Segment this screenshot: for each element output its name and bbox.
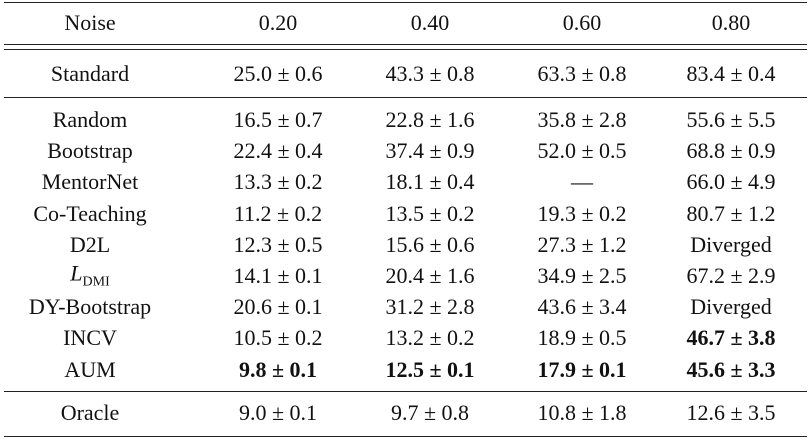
cell: Diverged xyxy=(690,231,772,257)
cell: 9.7 ± 0.8 xyxy=(390,400,470,425)
cell: 9.0 ± 0.1 xyxy=(238,400,318,425)
cell: 68.8 ± 0.9 xyxy=(686,138,776,164)
cell: 43.6 ± 3.4 xyxy=(537,294,627,320)
rule xyxy=(4,436,807,437)
cell: 16.5 ± 0.7 xyxy=(233,107,323,132)
rule xyxy=(4,391,807,392)
cell: 25.0 ± 0.6 xyxy=(233,61,323,86)
cell: 20.6 ± 0.1 xyxy=(233,294,323,320)
rule xyxy=(4,49,807,50)
cell: 63.3 ± 0.8 xyxy=(537,61,627,86)
row-label: Co-Teaching xyxy=(33,200,147,226)
cell: 10.8 ± 1.8 xyxy=(537,400,627,425)
row-label: AUM xyxy=(64,356,116,382)
header-cell: 0.80 xyxy=(711,10,751,35)
cell: 66.0 ± 4.9 xyxy=(686,169,776,195)
cell: 12.3 ± 0.5 xyxy=(233,231,323,257)
row-label: INCV xyxy=(63,325,117,351)
cell: 46.7 ± 3.8 xyxy=(686,325,776,351)
cell: 37.4 ± 0.9 xyxy=(385,138,475,164)
cell: 20.4 ± 1.6 xyxy=(385,263,475,288)
cell: 31.2 ± 2.8 xyxy=(385,294,475,320)
cell: 35.8 ± 2.8 xyxy=(537,107,627,132)
row-label: Bootstrap xyxy=(47,138,133,164)
cell: — xyxy=(571,169,593,195)
row-label: LDMI xyxy=(70,260,110,290)
cell: 13.2 ± 0.2 xyxy=(385,325,475,351)
cell: 52.0 ± 0.5 xyxy=(537,138,627,164)
cell: 15.6 ± 0.6 xyxy=(385,231,475,257)
cell: 10.5 ± 0.2 xyxy=(233,325,323,351)
cell: 13.3 ± 0.2 xyxy=(233,169,323,195)
cell: 22.4 ± 0.4 xyxy=(233,138,323,164)
cell: 9.8 ± 0.1 xyxy=(238,356,318,382)
row-label: DY-Bootstrap xyxy=(28,294,152,320)
cell: 45.6 ± 3.3 xyxy=(686,356,776,382)
cell: 27.3 ± 1.2 xyxy=(537,231,627,257)
row-label: Random xyxy=(52,107,128,132)
subscript: DMI xyxy=(82,274,110,290)
cell: 34.9 ± 2.5 xyxy=(537,263,627,288)
cell: 11.2 ± 0.2 xyxy=(233,200,323,226)
cell: 19.3 ± 0.2 xyxy=(537,200,627,226)
cell: 22.8 ± 1.6 xyxy=(385,107,475,132)
cell: 14.1 ± 0.1 xyxy=(233,263,323,288)
cell: 12.5 ± 0.1 xyxy=(385,356,475,382)
header-cell: 0.60 xyxy=(562,10,602,35)
row-label: MentorNet xyxy=(41,169,139,195)
cell: 67.2 ± 2.9 xyxy=(686,263,776,288)
symbol: L xyxy=(70,260,83,286)
cell: 13.5 ± 0.2 xyxy=(385,200,475,226)
cell: 17.9 ± 0.1 xyxy=(537,356,627,382)
cell: 83.4 ± 0.4 xyxy=(686,61,776,86)
cell: 55.6 ± 5.5 xyxy=(686,107,776,132)
row-label: Oracle xyxy=(60,400,120,425)
header-cell: 0.40 xyxy=(410,10,450,35)
row-label: D2L xyxy=(69,231,111,257)
header-cell: Noise xyxy=(64,10,116,35)
rule xyxy=(4,44,807,45)
rule xyxy=(4,97,807,98)
cell: 43.3 ± 0.8 xyxy=(385,61,475,86)
cell: 80.7 ± 1.2 xyxy=(686,200,776,226)
cell: 12.6 ± 3.5 xyxy=(686,400,776,425)
cell: 18.1 ± 0.4 xyxy=(385,169,475,195)
rule xyxy=(4,2,807,3)
cell: Diverged xyxy=(690,294,772,320)
header-cell: 0.20 xyxy=(258,10,298,35)
row-label: Standard xyxy=(50,61,130,86)
cell: 18.9 ± 0.5 xyxy=(537,325,627,351)
